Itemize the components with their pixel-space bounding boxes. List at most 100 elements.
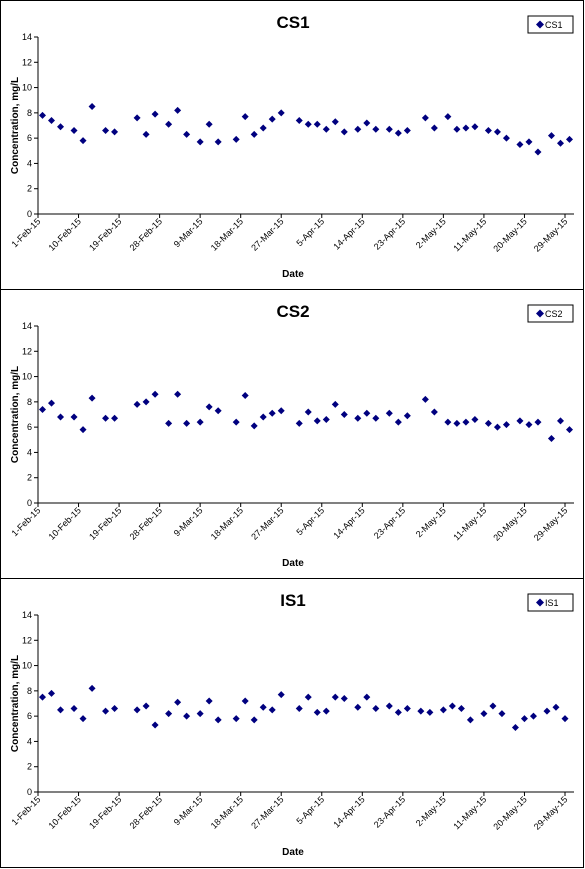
x-tick-label: 27-Mar-15 (249, 794, 285, 830)
x-tick-label: 19-Feb-15 (87, 216, 123, 252)
data-point (151, 110, 159, 118)
data-point (277, 407, 285, 415)
data-point (48, 116, 56, 124)
chart-title: CS1 (276, 13, 309, 32)
data-point (394, 708, 402, 716)
x-tick-label: 14-Apr-15 (331, 794, 366, 829)
data-point (322, 125, 330, 133)
data-point (259, 413, 267, 421)
data-point (232, 715, 240, 723)
data-point (196, 418, 204, 426)
data-point (565, 135, 573, 143)
y-tick-label: 12 (22, 346, 32, 356)
data-point (331, 693, 339, 701)
data-point (142, 130, 150, 138)
data-point (489, 702, 497, 710)
data-point (480, 710, 488, 718)
data-point (484, 419, 492, 427)
data-point (259, 124, 267, 132)
data-point (268, 115, 276, 123)
x-tick-label: 1-Feb-15 (10, 216, 43, 249)
x-tick-label: 5-Apr-15 (294, 216, 326, 248)
data-point (430, 408, 438, 416)
x-tick-label: 5-Apr-15 (294, 505, 326, 537)
data-point (363, 409, 371, 417)
data-point (111, 705, 119, 713)
data-point (444, 113, 452, 121)
data-point (165, 710, 173, 718)
data-point (277, 109, 285, 117)
data-point (174, 106, 182, 114)
x-axis-title: Date (282, 269, 304, 280)
data-point (331, 118, 339, 126)
data-point (561, 715, 569, 723)
y-tick-label: 4 (27, 447, 32, 457)
y-tick-label: 2 (27, 473, 32, 483)
x-tick-label: 10-Feb-15 (47, 794, 83, 830)
chart-svg: CS2 0 2 4 6 8 10 12 14 1-Feb-15 10-Feb-15 19-Feb-15… (10, 302, 574, 569)
data-point (133, 400, 141, 408)
x-tick-label: 28-Feb-15 (128, 505, 164, 541)
x-tick-label: 29-May-15 (532, 216, 569, 253)
legend-box (527, 15, 574, 34)
data-point (57, 123, 65, 131)
x-tick-label: 2-May-15 (414, 216, 448, 250)
data-point (552, 703, 560, 711)
data-point (385, 702, 393, 710)
data-point (151, 390, 159, 398)
data-point (304, 408, 312, 416)
data-point (529, 712, 537, 720)
x-tick-label: 11-May-15 (451, 216, 488, 253)
legend-marker (536, 20, 544, 29)
data-point (232, 135, 240, 143)
data-point (354, 703, 362, 711)
data-point (430, 124, 438, 132)
x-tick-label: 29-May-15 (532, 505, 569, 542)
data-point (313, 417, 321, 425)
data-point (241, 392, 249, 400)
data-point (484, 127, 492, 135)
legend-label: CS1 (545, 20, 563, 30)
data-point (165, 419, 173, 427)
data-point (304, 693, 312, 701)
data-point (250, 130, 258, 138)
chart-title: CS2 (276, 302, 309, 321)
x-tick-label: 29-May-15 (532, 794, 569, 831)
x-tick-label: 23-Apr-15 (372, 216, 407, 251)
x-tick-label: 20-May-15 (491, 216, 528, 253)
data-point (174, 698, 182, 706)
data-point (79, 715, 87, 723)
x-tick-label: 23-Apr-15 (372, 794, 407, 829)
data-point (133, 706, 141, 714)
x-tick-label: 27-Mar-15 (249, 505, 285, 541)
data-point (268, 706, 276, 714)
y-axis-title: Concentration, mg/L (10, 77, 21, 174)
chart-title: IS1 (280, 591, 306, 610)
data-point (79, 137, 87, 145)
data-point (313, 120, 321, 128)
y-tick-label: 2 (27, 184, 32, 194)
data-point (493, 128, 501, 136)
y-tick-label: 14 (22, 32, 32, 42)
x-tick-label: 9-Mar-15 (172, 505, 205, 538)
legend-box (527, 593, 574, 612)
y-tick-label: 10 (22, 372, 32, 382)
y-tick-label: 0 (27, 209, 32, 219)
data-point (214, 716, 222, 724)
x-axis-title: Date (282, 847, 304, 858)
legend-box (527, 304, 574, 323)
y-tick-label: 2 (27, 762, 32, 772)
x-tick-label: 19-Feb-15 (87, 794, 123, 830)
data-point (372, 125, 380, 133)
y-tick-label: 14 (22, 610, 32, 620)
data-point (498, 710, 506, 718)
x-tick-label: 10-Feb-15 (47, 216, 83, 252)
data-point (556, 417, 564, 425)
data-point (471, 123, 479, 131)
data-point (241, 697, 249, 705)
y-tick-label: 14 (22, 321, 32, 331)
data-point (70, 413, 78, 421)
data-point (268, 409, 276, 417)
data-point (354, 414, 362, 422)
chart-svg: CS1 0 2 4 6 8 10 12 14 1-Feb-15 10-Feb-15 19-Feb-15… (10, 13, 574, 280)
